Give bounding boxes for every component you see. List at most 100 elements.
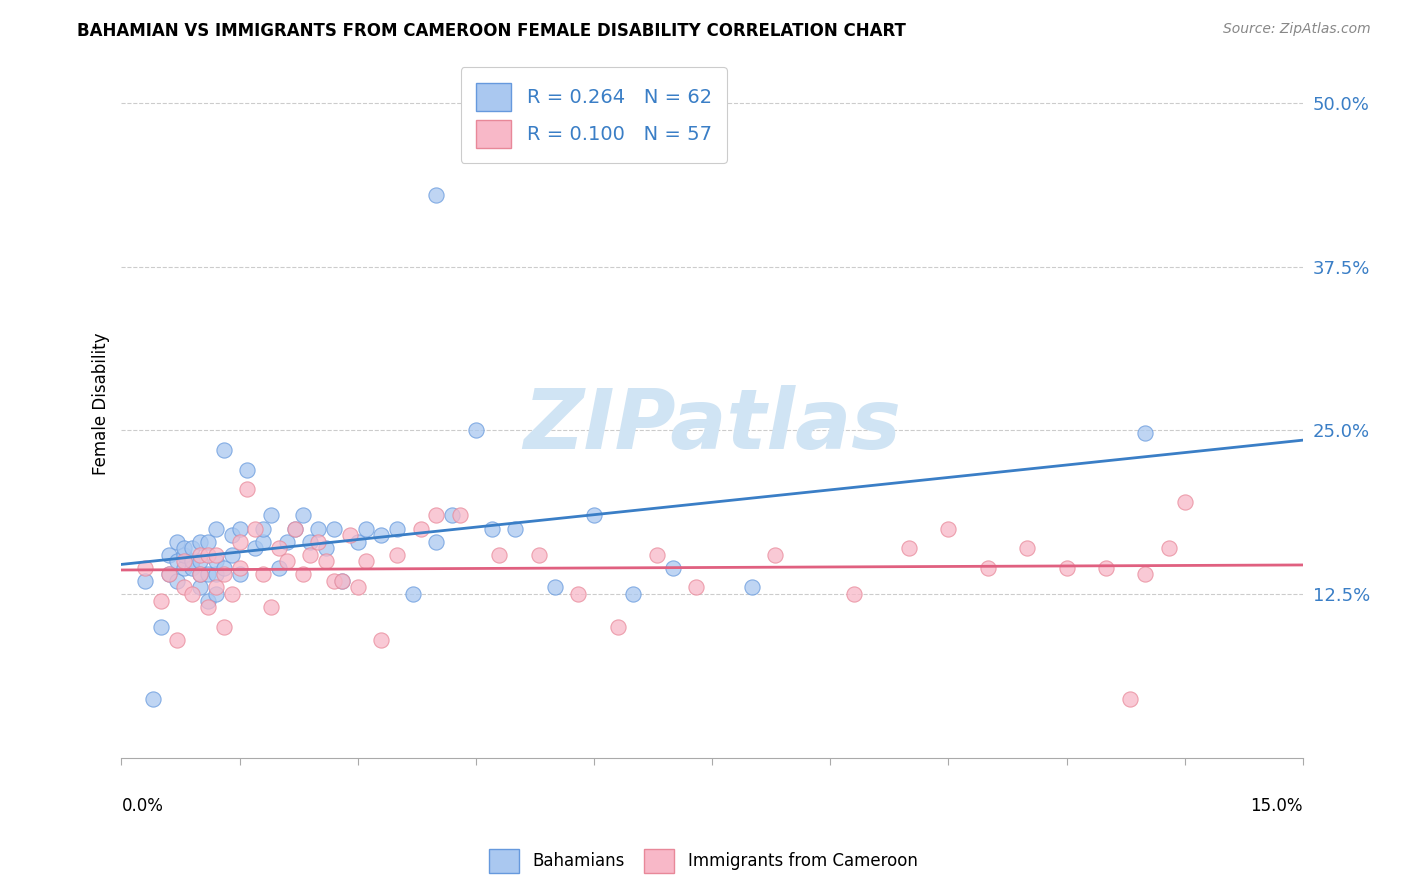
Point	[228, 534, 250, 549]
Text: 15.0%: 15.0%	[1250, 797, 1303, 814]
Point	[188, 581, 211, 595]
Point	[197, 593, 219, 607]
Point	[402, 587, 425, 601]
Point	[425, 508, 447, 523]
Point	[221, 548, 243, 562]
Point	[330, 574, 353, 588]
Point	[299, 534, 322, 549]
Point	[370, 528, 392, 542]
Point	[245, 541, 267, 556]
Point	[315, 554, 337, 568]
Point	[205, 567, 228, 582]
Point	[481, 522, 503, 536]
Point	[276, 554, 298, 568]
Point	[315, 541, 337, 556]
Point	[1135, 425, 1157, 440]
Point	[267, 541, 290, 556]
Point	[543, 581, 565, 595]
Point	[181, 541, 204, 556]
Point	[157, 548, 180, 562]
Point	[197, 548, 219, 562]
Y-axis label: Female Disability: Female Disability	[93, 333, 110, 475]
Point	[188, 567, 211, 582]
Text: 0.0%: 0.0%	[121, 797, 163, 814]
Point	[197, 567, 219, 582]
Point	[354, 554, 377, 568]
Point	[181, 587, 204, 601]
Point	[188, 548, 211, 562]
Point	[212, 442, 235, 457]
Point	[1017, 541, 1039, 556]
Point	[299, 548, 322, 562]
Point	[173, 561, 195, 575]
Point	[157, 567, 180, 582]
Point	[173, 548, 195, 562]
Point	[425, 187, 447, 202]
Point	[173, 554, 195, 568]
Point	[212, 620, 235, 634]
Point	[567, 587, 589, 601]
Point	[409, 522, 432, 536]
Point	[449, 508, 471, 523]
Point	[228, 567, 250, 582]
Point	[188, 554, 211, 568]
Text: BAHAMIAN VS IMMIGRANTS FROM CAMEROON FEMALE DISABILITY CORRELATION CHART: BAHAMIAN VS IMMIGRANTS FROM CAMEROON FEM…	[77, 22, 907, 40]
Point	[134, 561, 156, 575]
Point	[197, 600, 219, 615]
Point	[370, 632, 392, 647]
Legend: R = 0.264   N = 62, R = 0.100   N = 57: R = 0.264 N = 62, R = 0.100 N = 57	[461, 68, 727, 163]
Point	[212, 567, 235, 582]
Point	[181, 561, 204, 575]
Point	[441, 508, 464, 523]
Point	[252, 534, 274, 549]
Point	[173, 541, 195, 556]
Point	[157, 567, 180, 582]
Point	[1174, 495, 1197, 509]
Legend: Bahamians, Immigrants from Cameroon: Bahamians, Immigrants from Cameroon	[482, 842, 924, 880]
Point	[197, 534, 219, 549]
Point	[205, 581, 228, 595]
Point	[385, 522, 408, 536]
Point	[385, 548, 408, 562]
Point	[645, 548, 668, 562]
Point	[267, 561, 290, 575]
Point	[245, 522, 267, 536]
Point	[763, 548, 786, 562]
Point	[307, 534, 329, 549]
Point	[149, 620, 172, 634]
Point	[205, 587, 228, 601]
Point	[307, 522, 329, 536]
Point	[205, 554, 228, 568]
Point	[205, 522, 228, 536]
Point	[661, 561, 683, 575]
Point	[221, 587, 243, 601]
Point	[323, 574, 346, 588]
Point	[1118, 691, 1140, 706]
Point	[221, 528, 243, 542]
Point	[181, 554, 204, 568]
Point	[166, 554, 188, 568]
Point	[173, 581, 195, 595]
Point	[291, 567, 314, 582]
Point	[425, 534, 447, 549]
Point	[898, 541, 921, 556]
Point	[166, 534, 188, 549]
Point	[284, 522, 307, 536]
Point	[464, 423, 486, 437]
Point	[488, 548, 510, 562]
Point	[236, 462, 259, 476]
Point	[503, 522, 526, 536]
Point	[346, 581, 368, 595]
Point	[260, 600, 283, 615]
Point	[212, 561, 235, 575]
Point	[938, 522, 960, 536]
Point	[276, 534, 298, 549]
Point	[685, 581, 707, 595]
Point	[330, 574, 353, 588]
Point	[582, 508, 605, 523]
Point	[205, 548, 228, 562]
Point	[1135, 567, 1157, 582]
Point	[1056, 561, 1078, 575]
Point	[977, 561, 1000, 575]
Text: Source: ZipAtlas.com: Source: ZipAtlas.com	[1223, 22, 1371, 37]
